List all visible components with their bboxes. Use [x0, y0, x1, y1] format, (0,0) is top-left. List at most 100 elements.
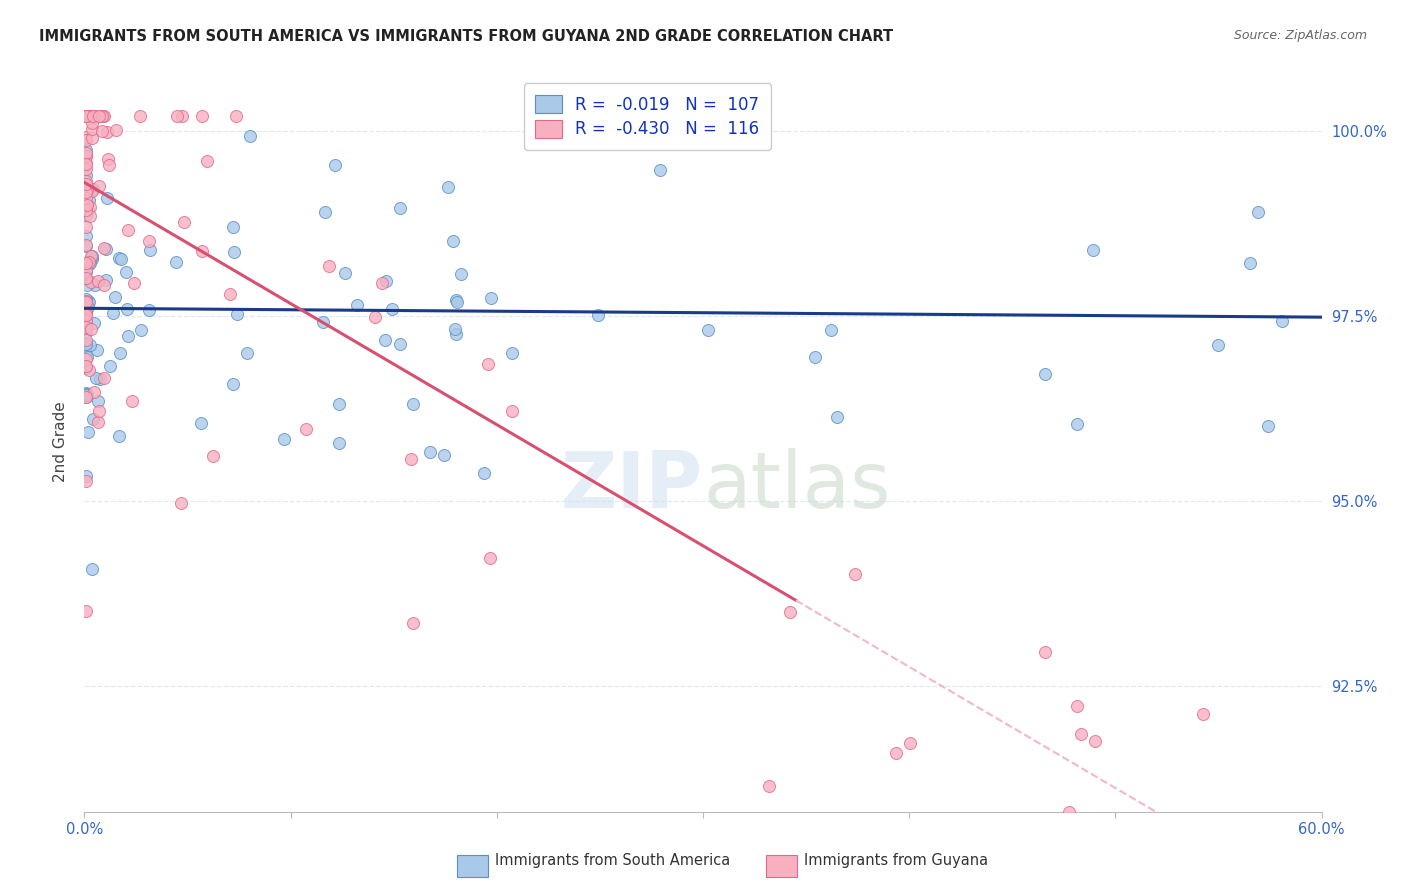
- Point: [402, 615, 425, 630]
- Point: [75, 265, 97, 279]
- Bar: [766, 855, 797, 877]
- Point: [1066, 699, 1088, 714]
- Point: [79, 322, 101, 336]
- Text: Immigrants from Guyana: Immigrants from Guyana: [804, 854, 988, 868]
- Point: [75, 390, 97, 404]
- Point: [75, 325, 97, 339]
- Point: [697, 323, 720, 337]
- Point: [83, 316, 105, 330]
- Point: [364, 310, 387, 325]
- Point: [76, 256, 98, 270]
- Point: [97, 153, 120, 167]
- Point: [77, 363, 100, 377]
- Point: [75, 292, 97, 306]
- Point: [101, 306, 124, 320]
- Point: [75, 315, 97, 329]
- Point: [86, 109, 108, 123]
- Point: [76, 109, 98, 123]
- Point: [75, 192, 97, 206]
- Point: [75, 239, 97, 253]
- Point: [779, 605, 801, 619]
- Point: [79, 338, 101, 352]
- Point: [170, 496, 193, 510]
- Point: [96, 125, 118, 139]
- Point: [479, 291, 502, 305]
- Point: [76, 198, 98, 212]
- Point: [1070, 727, 1092, 741]
- Point: [222, 219, 245, 234]
- Point: [110, 252, 132, 266]
- Point: [80, 249, 103, 263]
- Point: [75, 388, 97, 402]
- Point: [96, 242, 118, 256]
- Point: [76, 387, 98, 401]
- Point: [89, 178, 111, 193]
- Point: [75, 129, 97, 144]
- Point: [75, 174, 97, 188]
- Point: [121, 394, 143, 409]
- Point: [82, 109, 104, 123]
- Point: [444, 326, 467, 341]
- Point: [75, 294, 97, 309]
- Point: [328, 397, 350, 411]
- Point: [79, 257, 101, 271]
- Point: [479, 551, 502, 566]
- Point: [501, 346, 523, 360]
- Point: [87, 109, 110, 123]
- Legend: R =  -0.019   N =  107, R =  -0.430   N =  116: R = -0.019 N = 107, R = -0.430 N = 116: [523, 83, 770, 150]
- Point: [75, 168, 97, 182]
- Point: [77, 202, 100, 217]
- Point: [75, 256, 97, 270]
- Point: [191, 244, 214, 258]
- Point: [190, 417, 212, 431]
- Point: [90, 124, 112, 138]
- Point: [139, 243, 162, 257]
- Point: [314, 205, 336, 219]
- Point: [97, 158, 120, 172]
- Point: [75, 390, 97, 404]
- Point: [138, 302, 160, 317]
- Point: [389, 201, 412, 215]
- Point: [75, 109, 97, 123]
- Point: [201, 450, 224, 464]
- Point: [75, 337, 97, 351]
- Point: [75, 133, 97, 147]
- Point: [79, 256, 101, 270]
- Point: [75, 109, 97, 123]
- Point: [433, 448, 456, 462]
- Point: [76, 278, 98, 293]
- Point: [75, 302, 97, 317]
- Point: [898, 736, 921, 750]
- Point: [75, 109, 97, 123]
- Point: [346, 297, 368, 311]
- Point: [80, 249, 103, 263]
- Point: [89, 372, 111, 386]
- Point: [75, 149, 97, 163]
- Point: [94, 272, 117, 286]
- Point: [1191, 706, 1213, 721]
- Point: [295, 422, 318, 436]
- Point: [75, 237, 97, 252]
- Point: [75, 219, 97, 234]
- Point: [758, 779, 780, 793]
- Point: [75, 228, 97, 243]
- Point: [474, 466, 496, 480]
- Point: [77, 295, 100, 310]
- Point: [450, 267, 472, 281]
- Point: [825, 409, 848, 424]
- Point: [104, 290, 127, 304]
- Point: [75, 313, 97, 327]
- Point: [371, 276, 394, 290]
- Point: [1247, 205, 1270, 219]
- Point: [235, 346, 257, 360]
- Point: [82, 115, 104, 129]
- Point: [79, 200, 101, 214]
- Point: [75, 109, 97, 123]
- Point: [1033, 367, 1056, 381]
- Point: [83, 385, 105, 400]
- Point: [98, 359, 121, 373]
- Point: [75, 143, 97, 157]
- Point: [76, 183, 98, 197]
- Point: [75, 157, 97, 171]
- Point: [333, 266, 356, 280]
